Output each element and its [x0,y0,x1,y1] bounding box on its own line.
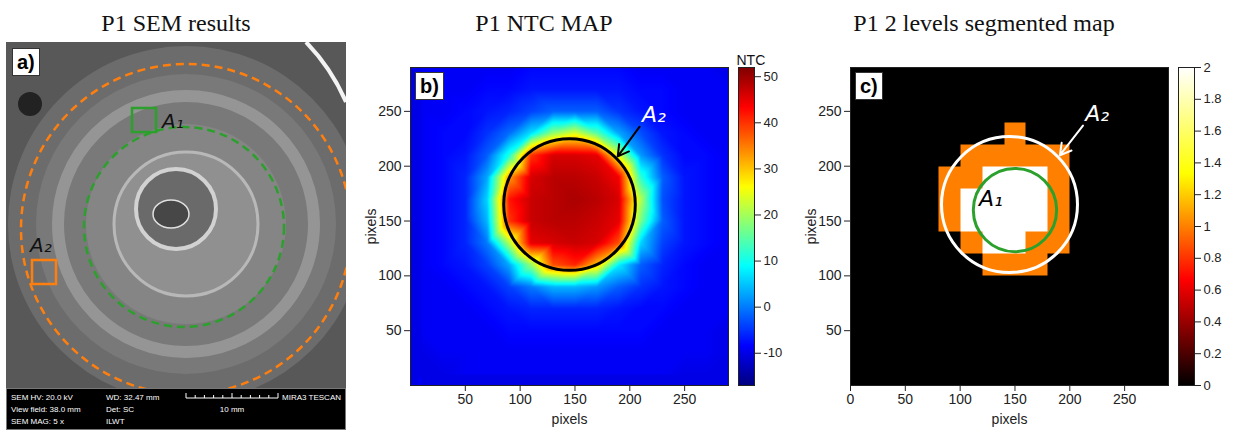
svg-text:100: 100 [508,391,532,407]
html-text:P1 2 levels segmented map: P1 2 levels segmented map [853,10,1115,36]
svg-text:SEM HV: 20.0 kV: SEM HV: 20.0 kV [11,393,74,402]
svg-text:250: 250 [1113,391,1137,407]
svg-text:ILWT: ILWT [106,417,125,426]
svg-text:Det: SC: Det: SC [106,405,134,414]
html-text:P1 SEM results: P1 SEM results [101,10,251,36]
html-text:b): b) [420,75,439,97]
svg-text:40: 40 [764,115,778,130]
svg-text:A₂: A₂ [640,102,666,127]
html-text:P1 NTC MAP: P1 NTC MAP [475,10,613,36]
svg-text:0.2: 0.2 [1204,346,1222,361]
svg-text:pixels: pixels [552,411,588,427]
svg-text:MIRA3 TESCAN: MIRA3 TESCAN [282,393,341,402]
svg-text:250: 250 [673,391,697,407]
svg-text:pixels: pixels [363,209,379,245]
svg-text:pixels: pixels [992,411,1028,427]
svg-text:A₂: A₂ [1083,101,1109,126]
svg-text:NTC: NTC [737,52,766,68]
svg-text:200: 200 [378,158,402,174]
svg-text:200: 200 [618,391,642,407]
svg-text:View field: 38.0 mm: View field: 38.0 mm [11,405,81,414]
svg-text:50: 50 [386,322,402,338]
svg-text:250: 250 [378,103,402,119]
html-text:c): c) [860,75,878,97]
svg-text:50: 50 [898,391,914,407]
svg-text:10: 10 [764,253,778,268]
svg-text:50: 50 [764,69,778,84]
svg-text:SEM MAG: 5 x: SEM MAG: 5 x [11,417,64,426]
svg-text:150: 150 [818,212,842,228]
svg-text:0: 0 [847,391,855,407]
svg-text:0.4: 0.4 [1204,314,1222,329]
svg-text:200: 200 [818,158,842,174]
svg-text:pixels: pixels [803,209,819,245]
svg-text:150: 150 [563,391,587,407]
svg-text:250: 250 [818,103,842,119]
svg-text:20: 20 [764,207,778,222]
svg-text:1.6: 1.6 [1204,123,1222,138]
svg-text:100: 100 [948,391,972,407]
html-text:a): a) [17,51,35,73]
svg-text:A₁: A₁ [977,186,1003,211]
svg-text:30: 30 [764,161,778,176]
svg-text:200: 200 [1058,391,1082,407]
svg-text:WD: 32.47 mm: WD: 32.47 mm [106,393,160,402]
svg-text:50: 50 [826,322,842,338]
svg-text:1: 1 [1204,219,1211,234]
svg-text:2: 2 [1204,60,1211,75]
svg-text:0: 0 [1204,378,1211,393]
svg-text:1.4: 1.4 [1204,155,1222,170]
svg-text:150: 150 [378,212,402,228]
svg-text:0.8: 0.8 [1204,250,1222,265]
svg-text:100: 100 [378,267,402,283]
svg-text:A₁: A₁ [160,109,184,133]
svg-text:10 mm: 10 mm [220,405,245,414]
svg-text:-10: -10 [764,345,783,360]
svg-text:150: 150 [1003,391,1027,407]
svg-text:1.8: 1.8 [1204,91,1222,106]
svg-text:A₂: A₂ [28,233,52,257]
svg-text:1.2: 1.2 [1204,187,1222,202]
svg-text:100: 100 [818,267,842,283]
svg-text:0.6: 0.6 [1204,282,1222,297]
svg-text:0: 0 [764,299,771,314]
svg-text:50: 50 [458,391,474,407]
